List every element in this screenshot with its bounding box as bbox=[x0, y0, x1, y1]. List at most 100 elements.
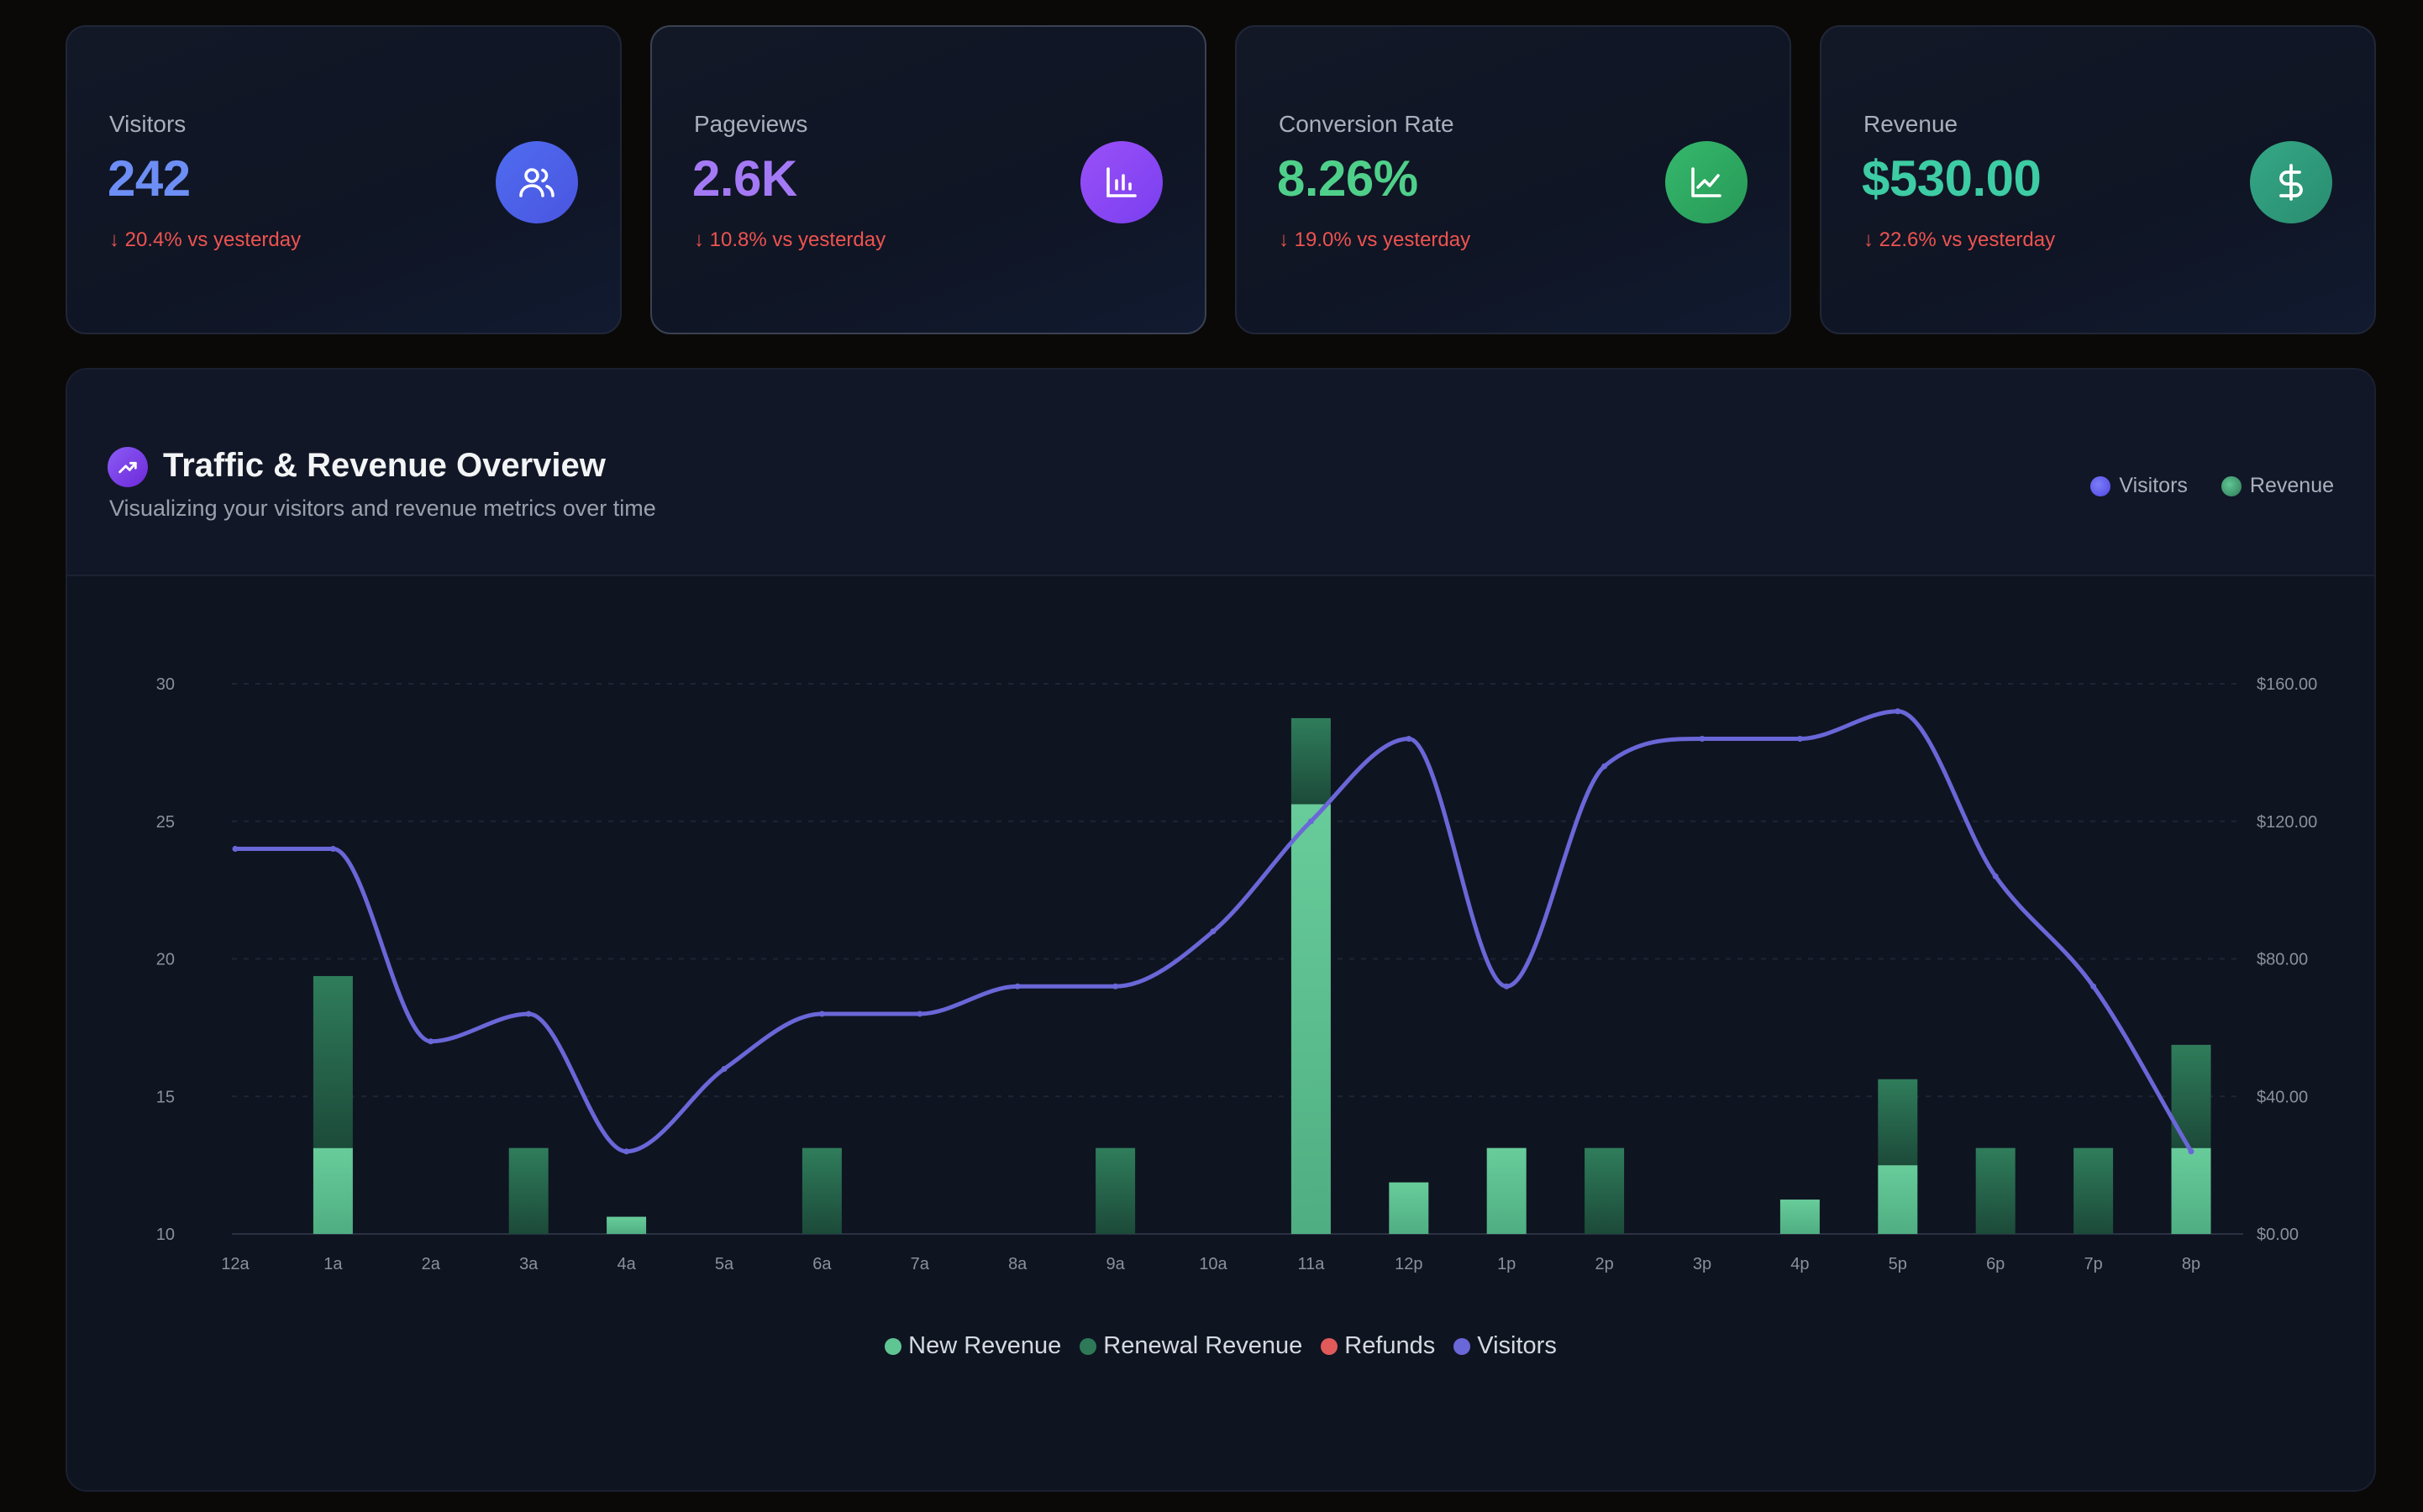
visitors-point bbox=[1406, 736, 1412, 742]
legend-item-refunds[interactable]: Refunds bbox=[1321, 1332, 1435, 1360]
stat-label: Conversion Rate bbox=[1279, 111, 1454, 137]
x-tick: 4a bbox=[617, 1255, 636, 1273]
x-tick: 7a bbox=[911, 1255, 930, 1273]
bar-new-revenue bbox=[313, 1147, 353, 1234]
stat-label: Revenue bbox=[1863, 111, 1958, 137]
stat-delta: ↓ 22.6% vs yesterday bbox=[1863, 228, 2056, 251]
legend-item-visitors[interactable]: Visitors bbox=[1453, 1332, 1557, 1360]
stat-label: Visitors bbox=[109, 111, 187, 137]
bar-renewal-revenue bbox=[1975, 1147, 2016, 1234]
panel-subtitle: Visualizing your visitors and revenue me… bbox=[109, 496, 656, 521]
stat-card-visitors[interactable]: Visitors 242 ↓ 20.4% vs yesterday bbox=[66, 25, 622, 334]
legend-label: Refunds bbox=[1344, 1332, 1436, 1359]
x-tick: 3a bbox=[519, 1255, 539, 1273]
y-left-tick: 10 bbox=[156, 1226, 175, 1244]
bar-new-revenue bbox=[1389, 1182, 1429, 1234]
y-left-tick: 25 bbox=[156, 813, 175, 832]
panel-header: Traffic & Revenue Overview Visualizing y… bbox=[67, 370, 2374, 576]
panel-title: Traffic & Revenue Overview bbox=[163, 447, 606, 484]
x-tick: 5a bbox=[715, 1255, 734, 1273]
traffic-revenue-panel: Traffic & Revenue Overview Visualizing y… bbox=[66, 368, 2376, 1492]
bar-chart-icon bbox=[1080, 141, 1163, 223]
visitors-point bbox=[917, 1011, 923, 1017]
bar-renewal-revenue bbox=[802, 1147, 842, 1234]
bar-renewal-revenue bbox=[1290, 717, 1331, 805]
visitors-point bbox=[623, 1148, 630, 1155]
legend-item-new-revenue[interactable]: New Revenue bbox=[885, 1332, 1061, 1360]
y-right-tick: $120.00 bbox=[2257, 813, 2317, 832]
bar-new-revenue bbox=[2171, 1147, 2211, 1234]
dollar-icon bbox=[2250, 141, 2332, 223]
stat-value: 242 bbox=[108, 150, 191, 207]
stat-value: 2.6K bbox=[692, 150, 797, 207]
stat-delta: ↓ 20.4% vs yesterday bbox=[109, 228, 302, 251]
legend-item-renewal-revenue[interactable]: Renewal Revenue bbox=[1080, 1332, 1302, 1360]
header-legend: Visitors Revenue bbox=[2090, 474, 2334, 498]
visitors-point bbox=[1992, 873, 1999, 879]
traffic-revenue-chart: 10 $0.00 15 $40.00 20 $80.00 25 $120.00 30 $160.0… bbox=[156, 675, 2318, 1273]
visitors-point bbox=[329, 846, 336, 852]
stat-card-revenue[interactable]: Revenue $530.00 ↓ 22.6% vs yesterday bbox=[1820, 25, 2376, 334]
visitors-point bbox=[232, 846, 239, 852]
x-tick: 1p bbox=[1497, 1255, 1516, 1273]
visitors-point bbox=[1601, 763, 1608, 769]
visitors-point bbox=[721, 1066, 728, 1072]
bar-new-revenue bbox=[1878, 1165, 1918, 1234]
legend-item-revenue[interactable]: Revenue bbox=[2221, 474, 2334, 498]
x-tick: 6a bbox=[812, 1255, 832, 1273]
x-tick: 8a bbox=[1008, 1255, 1028, 1273]
bar-new-revenue bbox=[1486, 1147, 1527, 1234]
bar-new-revenue bbox=[1290, 804, 1331, 1234]
visitors-point bbox=[2188, 1148, 2194, 1155]
stat-value: 8.26% bbox=[1277, 150, 1418, 207]
stat-delta: ↓ 10.8% vs yesterday bbox=[694, 228, 886, 251]
visitors-point bbox=[1796, 736, 1803, 742]
legend-label: Visitors bbox=[1477, 1332, 1557, 1359]
visitors-point bbox=[1014, 983, 1021, 990]
trending-up-icon bbox=[108, 447, 148, 487]
axis-labels: 10 $0.00 15 $40.00 20 $80.00 25 $120.00 30 $160.0… bbox=[156, 675, 2318, 1273]
y-left-tick: 15 bbox=[156, 1088, 175, 1106]
legend-item-visitors[interactable]: Visitors bbox=[2090, 474, 2188, 498]
visitors-point bbox=[1895, 708, 1901, 715]
stat-cards: Visitors 242 ↓ 20.4% vs yesterday Pagevi… bbox=[66, 25, 2376, 334]
x-tick: 3p bbox=[1693, 1255, 1711, 1273]
users-icon bbox=[496, 141, 578, 223]
visitors-point bbox=[525, 1011, 532, 1017]
legend-dot bbox=[2221, 475, 2242, 496]
bar-new-revenue bbox=[1779, 1200, 1820, 1234]
visitors-line bbox=[232, 708, 2194, 1155]
x-tick: 8p bbox=[2182, 1255, 2200, 1273]
bar-renewal-revenue bbox=[2073, 1147, 2114, 1234]
x-tick: 12a bbox=[221, 1255, 250, 1273]
legend-label: Revenue bbox=[2249, 474, 2334, 497]
x-tick: 10a bbox=[1199, 1255, 1227, 1273]
line-chart-icon bbox=[1665, 141, 1748, 223]
bar-renewal-revenue bbox=[313, 975, 353, 1148]
stat-card-pageviews[interactable]: Pageviews 2.6K ↓ 10.8% vs yesterday bbox=[650, 25, 1206, 334]
stat-card-conversion-rate[interactable]: Conversion Rate 8.26% ↓ 19.0% vs yesterd… bbox=[1235, 25, 1791, 334]
bar-renewal-revenue bbox=[2171, 1044, 2211, 1148]
revenue-bars bbox=[313, 717, 2211, 1234]
x-tick: 1a bbox=[323, 1255, 343, 1273]
x-tick: 11a bbox=[1297, 1255, 1325, 1273]
bar-renewal-revenue bbox=[1585, 1147, 1625, 1234]
bar-new-revenue bbox=[607, 1216, 647, 1234]
visitors-point bbox=[818, 1011, 825, 1017]
legend-dot bbox=[1080, 1337, 1097, 1355]
visitors-point bbox=[1112, 983, 1119, 990]
visitors-point bbox=[1699, 736, 1706, 742]
legend-dot bbox=[2090, 475, 2111, 496]
y-right-tick: $160.00 bbox=[2257, 675, 2317, 694]
x-tick: 12p bbox=[1395, 1255, 1422, 1273]
x-tick: 4p bbox=[1790, 1255, 1809, 1273]
stat-label: Pageviews bbox=[694, 111, 808, 137]
y-left-tick: 20 bbox=[156, 951, 175, 969]
chart-legend: New Revenue Renewal Revenue Refunds Visi… bbox=[67, 1332, 2374, 1360]
stat-delta: ↓ 19.0% vs yesterday bbox=[1279, 228, 1471, 251]
legend-label: New Revenue bbox=[908, 1332, 1062, 1359]
visitors-point bbox=[2090, 983, 2097, 990]
x-tick: 7p bbox=[2084, 1255, 2102, 1273]
y-left-tick: 30 bbox=[156, 675, 175, 694]
legend-dot bbox=[1453, 1337, 1471, 1355]
